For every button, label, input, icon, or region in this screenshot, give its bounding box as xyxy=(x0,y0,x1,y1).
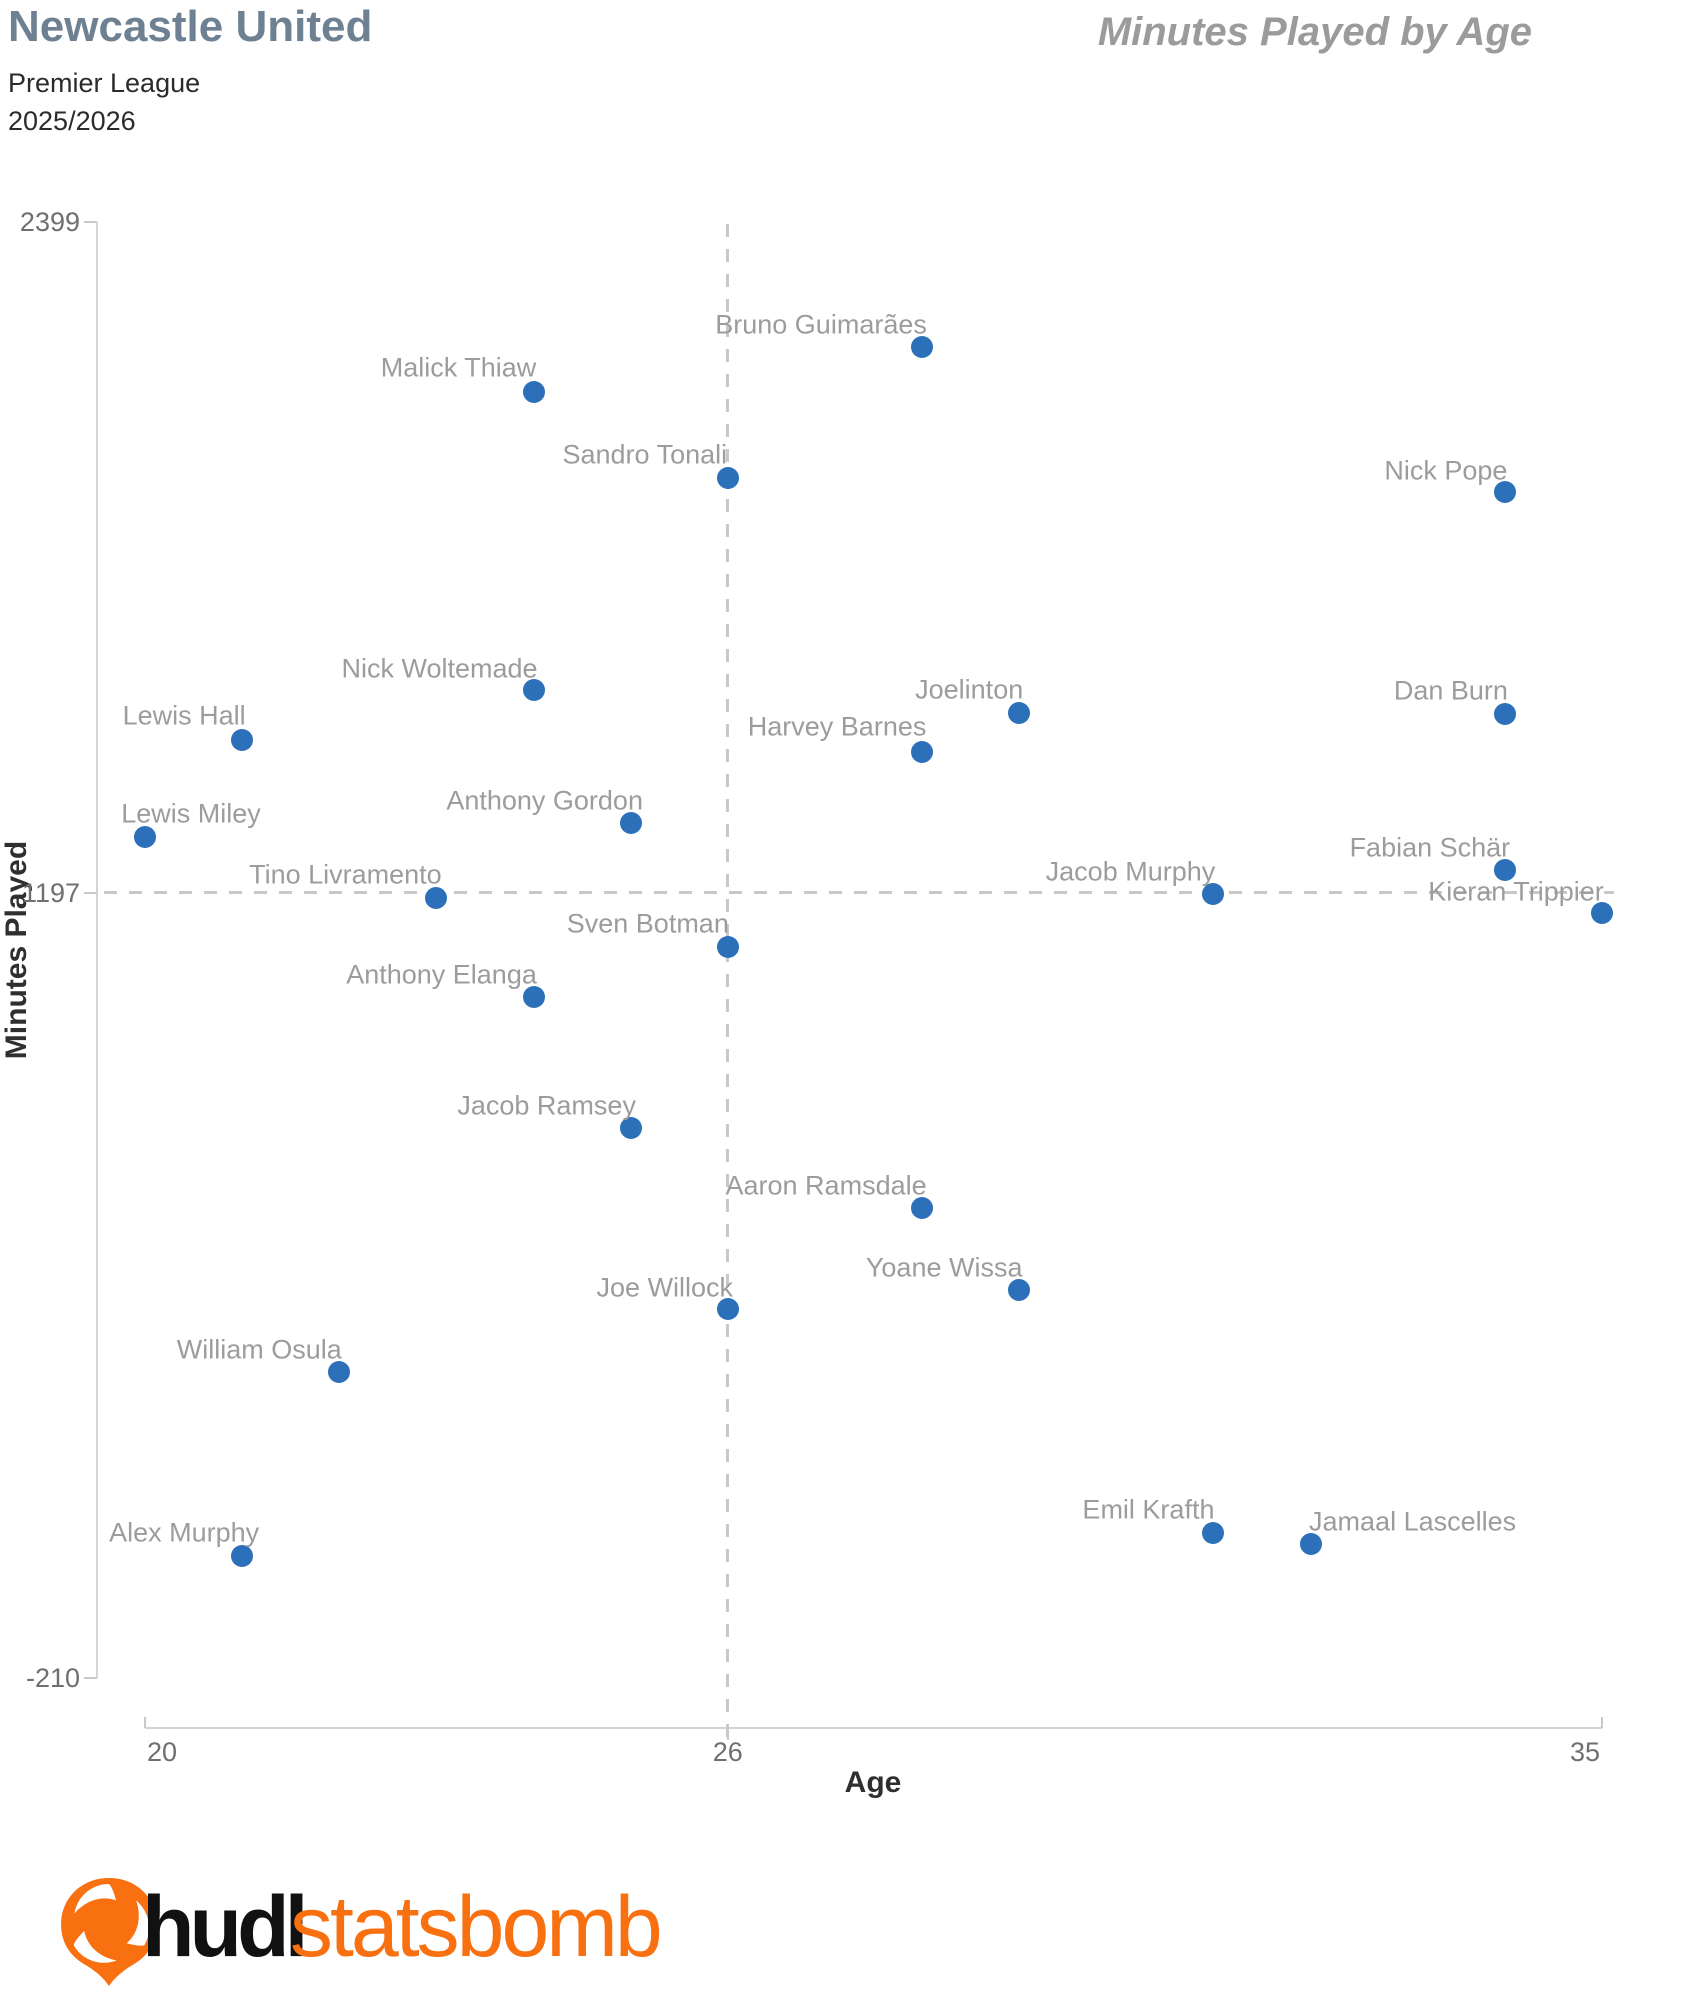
y-tick-label: -210 xyxy=(25,1663,80,1693)
player-dot xyxy=(716,1297,739,1320)
statsbomb-logo-text: statsbomb xyxy=(290,1879,663,1975)
player-dot xyxy=(134,825,156,848)
player-dot xyxy=(619,812,642,835)
player-dot xyxy=(1299,1533,1322,1556)
player-label: Alex Murphy xyxy=(109,1517,260,1548)
competition-label: Premier League xyxy=(8,68,201,98)
y-axis-line xyxy=(96,222,98,1678)
player-dot xyxy=(716,935,739,958)
player-label: Bruno Guimarães xyxy=(715,309,927,340)
player-label: Yoane Wissa xyxy=(865,1252,1023,1283)
player-label: Emil Krafth xyxy=(1082,1494,1215,1525)
player-label: Lewis Hall xyxy=(122,700,246,731)
player-dot xyxy=(1493,702,1516,725)
player-dot xyxy=(911,740,934,763)
player-label: Tino Livramento xyxy=(249,859,442,890)
y-tick xyxy=(84,891,97,894)
player-label: Harvey Barnes xyxy=(747,711,927,742)
player-label: Nick Woltemade xyxy=(341,653,538,684)
player-dot xyxy=(911,336,934,358)
player-label: William Osula xyxy=(176,1334,342,1365)
player-dot xyxy=(1202,1522,1225,1545)
player-label: Lewis Miley xyxy=(121,798,261,829)
x-tick-label: 35 xyxy=(1569,1737,1600,1767)
x-axis-title: Age xyxy=(844,1766,902,1799)
x-tick xyxy=(1601,1717,1603,1728)
player-label: Anthony Elanga xyxy=(346,959,537,990)
player-label: Jacob Ramsey xyxy=(457,1090,636,1121)
x-axis-line xyxy=(145,1727,1602,1729)
player-label: Joelinton xyxy=(915,674,1024,705)
player-dot xyxy=(231,729,254,752)
y-axis-title: Minutes Played xyxy=(0,840,33,1060)
player-label: Sandro Tonali xyxy=(562,439,728,470)
y-tick-label: 1197 xyxy=(21,877,80,908)
player-dot xyxy=(716,467,739,490)
player-dot xyxy=(425,886,448,909)
player-dot xyxy=(1008,701,1031,724)
player-dot xyxy=(328,1361,351,1384)
player-dot xyxy=(1493,858,1516,881)
team-title: Newcastle United xyxy=(8,2,373,51)
y-tick xyxy=(84,1677,97,1679)
player-dot xyxy=(1591,902,1613,925)
player-dot xyxy=(1493,481,1516,504)
mean-age-line xyxy=(726,224,730,1740)
player-label: Fabian Schär xyxy=(1349,832,1511,863)
player-label: Aaron Ramsdale xyxy=(725,1170,927,1201)
player-label: Anthony Gordon xyxy=(446,785,643,816)
player-label: Joe Willock xyxy=(596,1272,734,1303)
player-dot xyxy=(619,1116,642,1139)
x-tick-label: 26 xyxy=(712,1737,743,1767)
player-dot xyxy=(522,986,545,1009)
player-label: Jacob Murphy xyxy=(1045,856,1216,887)
player-dot xyxy=(1008,1278,1031,1301)
season-label: 2025/2026 xyxy=(8,106,136,136)
player-label: Jamaal Lascelles xyxy=(1309,1506,1517,1537)
player-label: Sven Botman xyxy=(566,908,729,939)
player-label: Kieran Trippier xyxy=(1428,876,1604,907)
player-label: Malick Thiaw xyxy=(380,352,537,383)
x-tick xyxy=(144,1717,146,1728)
x-tick-label: 20 xyxy=(147,1737,178,1767)
statsbomb-logo-icon xyxy=(61,1877,157,1987)
chart-title: Minutes Played by Age xyxy=(1097,10,1532,54)
player-label: Nick Pope xyxy=(1384,455,1508,486)
player-dot xyxy=(522,679,545,702)
player-dot xyxy=(231,1545,254,1568)
x-tick xyxy=(726,1728,729,1740)
player-dot xyxy=(1202,882,1225,905)
y-tick-label: 2399 xyxy=(19,207,80,237)
hudl-logo-text: hudl xyxy=(142,1879,308,1975)
y-tick xyxy=(84,221,97,223)
player-dot xyxy=(911,1196,934,1219)
player-label: Dan Burn xyxy=(1393,675,1508,706)
player-dot xyxy=(522,380,545,403)
mean-minutes-line xyxy=(104,891,1614,895)
